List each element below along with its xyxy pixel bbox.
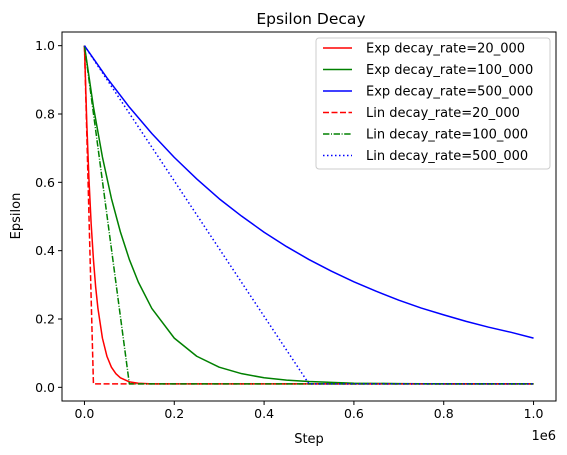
legend-label-3: Exp decay_rate=500_000 <box>366 85 533 100</box>
x-axis: 0.0 0.2 0.4 0.6 0.8 1.0 <box>75 401 544 421</box>
x-tick-label: 0.4 <box>254 406 274 421</box>
x-tick-label: 0.8 <box>434 406 454 421</box>
y-axis: 0.0 0.2 0.4 0.6 0.8 1.0 <box>35 38 62 395</box>
y-tick-label: 0.8 <box>35 107 55 122</box>
legend-label-1: Exp decay_rate=20_000 <box>366 42 525 57</box>
y-tick-label: 0.6 <box>35 175 55 190</box>
series-line-5 <box>83 45 534 385</box>
series-layer <box>83 45 534 385</box>
legend: Exp decay_rate=20_000 Exp decay_rate=100_… <box>315 37 551 170</box>
y-tick-label: 1.0 <box>35 38 55 53</box>
legend-box <box>315 37 551 170</box>
legend-label-6: Lin decay_rate=500_000 <box>366 149 528 164</box>
legend-label-2: Exp decay_rate=100_000 <box>366 63 533 78</box>
y-tick-label: 0.4 <box>35 243 55 258</box>
x-tick-label: 0.0 <box>75 406 95 421</box>
series-line-3 <box>83 45 534 339</box>
plot-frame <box>61 31 557 402</box>
x-tick-label: 0.6 <box>344 406 364 421</box>
y-axis-label: Epsilon <box>9 193 24 240</box>
x-tick-label: 1.0 <box>524 406 544 421</box>
x-offset-label: 1e6 <box>531 429 556 444</box>
legend-items: Exp decay_rate=20_000 Exp decay_rate=100_… <box>323 42 533 164</box>
chart-title: Epsilon Decay <box>256 10 365 28</box>
x-tick-label: 0.2 <box>164 406 184 421</box>
x-axis-label: Step <box>294 432 324 447</box>
y-tick-label: 0.0 <box>35 380 55 395</box>
legend-label-5: Lin decay_rate=100_000 <box>366 128 528 143</box>
legend-label-4: Lin decay_rate=20_000 <box>366 106 520 121</box>
y-tick-label: 0.2 <box>35 312 55 327</box>
series-line-1 <box>83 45 534 385</box>
